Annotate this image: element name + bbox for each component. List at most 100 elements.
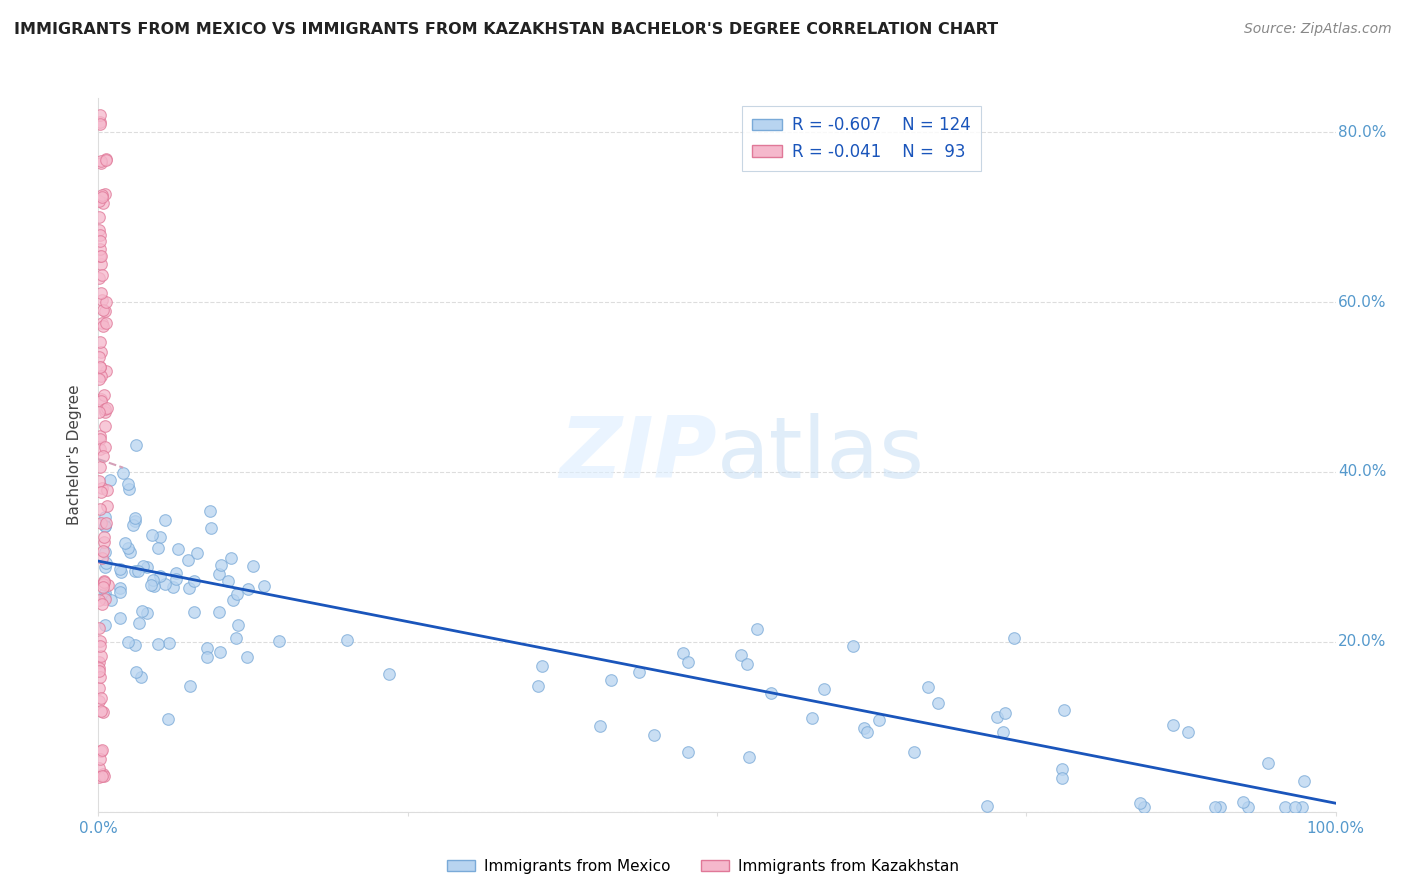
Point — [221, 550, 243, 565]
Point — [93, 509, 115, 524]
Point — [93, 574, 115, 589]
Text: IMMIGRANTS FROM MEXICO VS IMMIGRANTS FROM KAZAKHSTAN BACHELOR'S DEGREE CORRELATI: IMMIGRANTS FROM MEXICO VS IMMIGRANTS FRO… — [14, 22, 998, 37]
Point — [89, 655, 111, 669]
Point — [90, 744, 112, 758]
Point — [117, 541, 139, 555]
Point — [91, 293, 114, 307]
Point — [89, 108, 111, 122]
Point — [93, 769, 115, 783]
Point — [531, 658, 554, 673]
Point — [643, 727, 665, 741]
Point — [87, 405, 110, 419]
Point — [93, 544, 115, 558]
Point — [90, 743, 112, 757]
Point — [927, 696, 949, 710]
Point — [108, 584, 131, 599]
Point — [209, 558, 232, 573]
Point — [96, 152, 118, 166]
Point — [91, 318, 114, 333]
Point — [90, 485, 112, 500]
Point — [89, 442, 111, 456]
Point — [87, 210, 110, 224]
Point — [118, 545, 141, 559]
Point — [96, 516, 118, 531]
Point — [94, 316, 117, 330]
Point — [90, 344, 112, 359]
Point — [186, 546, 208, 560]
Point — [89, 432, 111, 446]
Point — [94, 303, 117, 318]
Point — [183, 574, 205, 588]
Point — [208, 566, 231, 581]
Point — [89, 460, 111, 475]
Point — [94, 419, 117, 434]
Point — [87, 770, 110, 784]
Point — [269, 633, 291, 648]
Point — [90, 551, 112, 566]
Point — [93, 530, 115, 544]
Point — [93, 560, 115, 574]
Point — [738, 750, 761, 764]
Point — [124, 564, 146, 578]
Point — [90, 691, 112, 706]
Point — [93, 585, 115, 599]
Point — [177, 553, 200, 567]
Point — [110, 565, 132, 579]
Point — [678, 745, 700, 759]
Point — [1161, 718, 1184, 732]
Point — [678, 655, 700, 669]
Point — [94, 187, 117, 202]
Point — [90, 155, 112, 169]
Point — [994, 706, 1017, 721]
Point — [127, 564, 149, 578]
Point — [672, 646, 695, 660]
Point — [236, 582, 259, 596]
Point — [1209, 800, 1232, 814]
Point — [759, 686, 782, 700]
Point — [117, 476, 139, 491]
Point — [87, 761, 110, 775]
Point — [110, 562, 132, 576]
Point — [89, 335, 111, 350]
Point — [94, 401, 117, 416]
Point — [868, 713, 890, 727]
Point — [87, 194, 110, 209]
Point — [136, 560, 159, 574]
Point — [96, 557, 118, 571]
Point — [89, 475, 111, 489]
Point — [91, 581, 114, 595]
Point — [1257, 756, 1279, 771]
Point — [89, 429, 111, 443]
Point — [87, 664, 110, 678]
Legend: R = -0.607    N = 124, R = -0.041    N =  93: R = -0.607 N = 124, R = -0.041 N = 93 — [742, 106, 981, 170]
Point — [1050, 762, 1073, 776]
Point — [87, 661, 110, 675]
Point — [90, 249, 112, 263]
Point — [179, 680, 201, 694]
Point — [96, 483, 118, 498]
Legend: Immigrants from Mexico, Immigrants from Kazakhstan: Immigrants from Mexico, Immigrants from … — [441, 853, 965, 880]
Point — [146, 637, 169, 651]
Y-axis label: Bachelor's Degree: Bachelor's Degree — [67, 384, 83, 525]
Point — [336, 633, 359, 648]
Point — [96, 500, 118, 514]
Point — [87, 351, 110, 365]
Point — [89, 359, 111, 374]
Point — [93, 574, 115, 588]
Point — [128, 616, 150, 631]
Point — [96, 401, 118, 415]
Point — [124, 514, 146, 528]
Point — [93, 706, 115, 720]
Point — [841, 639, 863, 653]
Point — [813, 682, 835, 697]
Point — [89, 751, 111, 765]
Text: ZIP: ZIP — [560, 413, 717, 497]
Point — [155, 512, 177, 526]
Point — [141, 527, 163, 541]
Text: atlas: atlas — [717, 413, 925, 497]
Point — [117, 483, 139, 497]
Point — [976, 799, 998, 814]
Point — [129, 669, 152, 683]
Point — [1292, 773, 1315, 788]
Point — [1177, 724, 1199, 739]
